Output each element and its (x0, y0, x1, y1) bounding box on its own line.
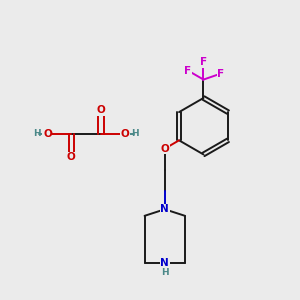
Text: F: F (184, 66, 192, 76)
Text: O: O (43, 129, 52, 139)
Text: F: F (217, 69, 224, 79)
Text: O: O (160, 144, 169, 154)
Text: O: O (43, 129, 52, 139)
Text: H: H (161, 268, 169, 278)
Text: O: O (120, 129, 129, 139)
Text: O: O (67, 152, 76, 162)
Text: N: N (160, 258, 169, 268)
Text: H: H (33, 129, 41, 138)
Text: H: H (131, 129, 139, 138)
Text: N: N (160, 204, 169, 214)
Text: F: F (200, 57, 207, 67)
Text: O: O (97, 105, 105, 115)
